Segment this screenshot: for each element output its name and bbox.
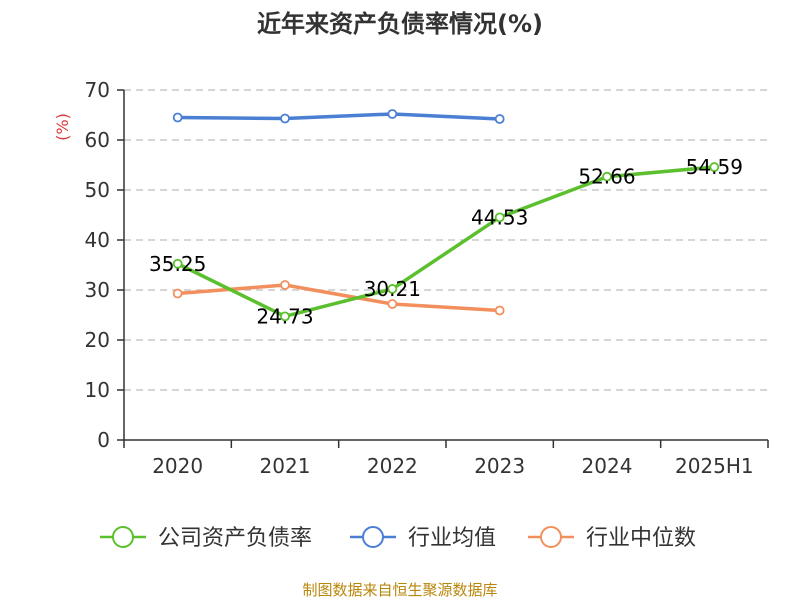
data-point	[280, 311, 290, 322]
series-line	[175, 165, 717, 319]
grid	[124, 89, 768, 391]
legend-marker	[362, 526, 384, 548]
chart-title: 近年来资产负债率情况(%)	[257, 10, 543, 38]
x-tick-label: 2023	[474, 454, 525, 478]
series-0	[172, 162, 720, 322]
data-labels: 35.25 24.73 30.21 44.53 52.66 54.59	[149, 155, 743, 328]
data-point	[172, 112, 183, 123]
legend-label: 行业中位数	[586, 526, 696, 551]
legend-label: 行业均值	[408, 526, 496, 551]
legend-label: 公司资产负债率	[158, 526, 312, 551]
data-point	[280, 113, 290, 124]
data-point	[172, 258, 183, 269]
y-tick-label: 70	[85, 78, 110, 102]
y-tick-label: 20	[85, 328, 110, 352]
data-point	[387, 109, 398, 119]
y-axis-label: (%)	[53, 113, 72, 141]
data-point	[387, 299, 398, 309]
legend-item-0: 公司资产负债率	[100, 526, 312, 551]
data-label: 24.73	[256, 304, 313, 328]
data-point	[709, 162, 720, 172]
legend: 公司资产负债率 行业均值 行业中位数	[100, 526, 696, 551]
y-tick-label: 10	[85, 378, 110, 402]
x-tick-label: 2020	[152, 454, 203, 478]
series-1	[172, 109, 505, 124]
data-point	[172, 288, 183, 299]
series-line	[175, 112, 502, 121]
data-label: 54.59	[686, 155, 743, 179]
x-tick-label: 2025H1	[675, 454, 754, 478]
legend-marker	[112, 526, 134, 548]
data-label: 30.21	[364, 277, 421, 301]
x-tick-label: 2024	[582, 454, 633, 478]
data-point	[387, 284, 398, 294]
data-point	[602, 171, 612, 182]
x-tick-label: 2021	[260, 454, 311, 478]
y-tick-label: 50	[85, 178, 110, 202]
data-label: 44.53	[471, 205, 528, 229]
series-layer	[172, 109, 720, 322]
y-tick-label: 30	[85, 278, 110, 302]
data-label: 35.25	[149, 252, 206, 276]
y-tick-label: 60	[85, 128, 110, 152]
data-point	[280, 280, 290, 290]
y-tick-label: 0	[97, 428, 110, 452]
legend-item-1: 行业均值	[350, 526, 496, 551]
x-tick-label: 2022	[367, 454, 418, 478]
source-note: 制图数据来自恒生聚源数据库	[302, 581, 497, 599]
data-point	[494, 114, 505, 124]
data-label: 52.66	[578, 165, 635, 189]
y-tick-label: 40	[85, 228, 110, 252]
legend-item-2: 行业中位数	[528, 526, 696, 551]
legend-marker	[540, 526, 562, 548]
axes: 0 10 20 30 40 50 60 70 2020 2021 2022 2023 2024 2025H…	[85, 78, 769, 478]
data-point	[494, 305, 505, 316]
data-point	[494, 212, 505, 223]
